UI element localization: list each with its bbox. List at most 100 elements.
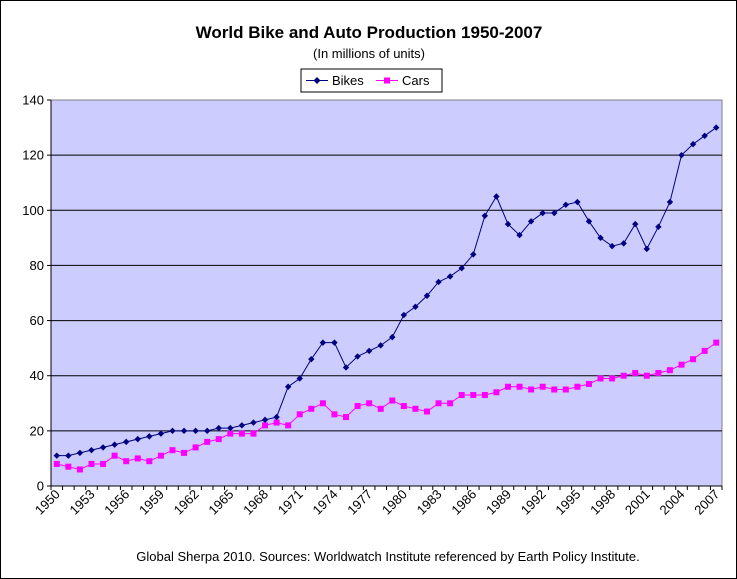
cars-point xyxy=(597,375,604,382)
bikes-point xyxy=(365,347,373,355)
bikes-point xyxy=(481,212,489,219)
x-tick-label: 1977 xyxy=(344,487,375,518)
bikes-point xyxy=(65,452,72,459)
plot-area xyxy=(50,99,723,487)
cars-point xyxy=(690,356,697,363)
x-tick-label: 1974 xyxy=(310,487,341,518)
cars-point xyxy=(296,411,303,418)
bikes-point xyxy=(400,311,408,319)
x-tick-label: 1956 xyxy=(101,487,132,518)
bikes-point xyxy=(238,422,246,429)
bikes-point xyxy=(608,242,616,250)
cars-point xyxy=(655,369,662,376)
cars-point xyxy=(181,449,188,456)
bikes-point xyxy=(412,303,419,310)
cars-point xyxy=(666,367,673,374)
bikes-point xyxy=(169,427,176,435)
x-tick-label: 2007 xyxy=(691,487,722,518)
cars-line xyxy=(56,342,717,470)
cars-point xyxy=(53,460,60,467)
bikes-point xyxy=(377,342,384,349)
bikes-point xyxy=(134,435,141,443)
chart-subtitle: (In millions of units) xyxy=(313,46,425,61)
cars-point xyxy=(585,380,592,387)
bikes-point xyxy=(423,292,431,299)
cars-point xyxy=(262,422,269,429)
axes xyxy=(47,99,723,490)
bikes-point xyxy=(585,218,593,225)
cars-point xyxy=(632,369,639,376)
x-tick-label: 1986 xyxy=(448,487,479,518)
legend-box xyxy=(300,68,443,93)
cars-point xyxy=(308,405,315,412)
bikes-point xyxy=(342,364,350,371)
cars-point xyxy=(331,411,338,418)
series-bikes xyxy=(53,124,720,459)
chart-title: World Bike and Auto Production 1950-2007 xyxy=(196,23,543,42)
legend-bikes-label: Bikes xyxy=(332,73,364,88)
x-tick-label: 1953 xyxy=(67,487,98,518)
cars-point xyxy=(400,403,407,410)
cars-point xyxy=(146,458,153,465)
bikes-point xyxy=(562,201,570,208)
bikes-point xyxy=(446,273,454,280)
bikes-point xyxy=(678,151,685,159)
cars-point xyxy=(377,405,384,412)
bikes-point xyxy=(111,441,118,448)
series-cars xyxy=(53,339,720,473)
cars-point xyxy=(574,383,581,390)
bikes-point xyxy=(597,234,604,242)
cars-point xyxy=(273,419,280,426)
bikes-point xyxy=(539,209,546,217)
x-tick-label: 1989 xyxy=(483,487,514,518)
bikes-point xyxy=(192,427,199,435)
cars-point xyxy=(157,452,164,459)
cars-point xyxy=(609,375,616,382)
cars-point xyxy=(516,383,523,390)
bikes-point xyxy=(227,424,234,432)
y-tick-label: 120 xyxy=(22,148,44,163)
bikes-point xyxy=(53,452,60,459)
cars-point xyxy=(678,361,685,368)
y-tick-label: 100 xyxy=(22,203,44,218)
cars-point xyxy=(504,383,511,390)
bikes-point xyxy=(666,198,674,206)
bikes-point xyxy=(76,449,84,457)
cars-point xyxy=(134,455,141,462)
bikes-point xyxy=(504,220,512,228)
x-tick-label: 1959 xyxy=(136,487,167,518)
legend-cars-label: Cars xyxy=(402,73,430,88)
bikes-point xyxy=(713,124,720,131)
bikes-point xyxy=(215,424,222,432)
bikes-point xyxy=(620,240,627,247)
cars-point xyxy=(169,447,176,454)
bikes-point xyxy=(319,339,327,346)
bikes-point xyxy=(284,383,292,390)
cars-point xyxy=(539,383,546,390)
bikes-point xyxy=(250,419,257,426)
x-axis-tick-labels: 1950 1953 1956 1959 1962 1965 1968 1971 1974 1977… xyxy=(32,487,722,518)
cars-point xyxy=(643,372,650,379)
legend-cars-marker xyxy=(384,77,390,84)
bikes-point xyxy=(632,220,639,228)
cars-point xyxy=(238,430,245,437)
x-tick-label: 1980 xyxy=(379,487,410,518)
y-axis-tick-labels: 0 20 40 60 80 100 120 140 xyxy=(22,93,44,494)
cars-point xyxy=(481,392,488,399)
series-layer xyxy=(53,124,720,473)
cars-point xyxy=(204,438,211,445)
cars-point xyxy=(528,386,535,393)
cars-point xyxy=(389,397,396,404)
cars-point xyxy=(412,405,419,412)
bikes-point xyxy=(643,245,651,253)
cars-point xyxy=(458,392,465,399)
y-tick-label: 80 xyxy=(30,258,44,273)
bikes-point xyxy=(331,339,338,346)
bikes-point xyxy=(516,231,523,239)
cars-point xyxy=(470,392,477,399)
cars-point xyxy=(354,403,361,410)
bikes-point xyxy=(99,444,107,451)
bikes-point xyxy=(458,264,465,272)
x-tick-label: 1968 xyxy=(240,487,271,518)
cars-point xyxy=(447,400,454,407)
